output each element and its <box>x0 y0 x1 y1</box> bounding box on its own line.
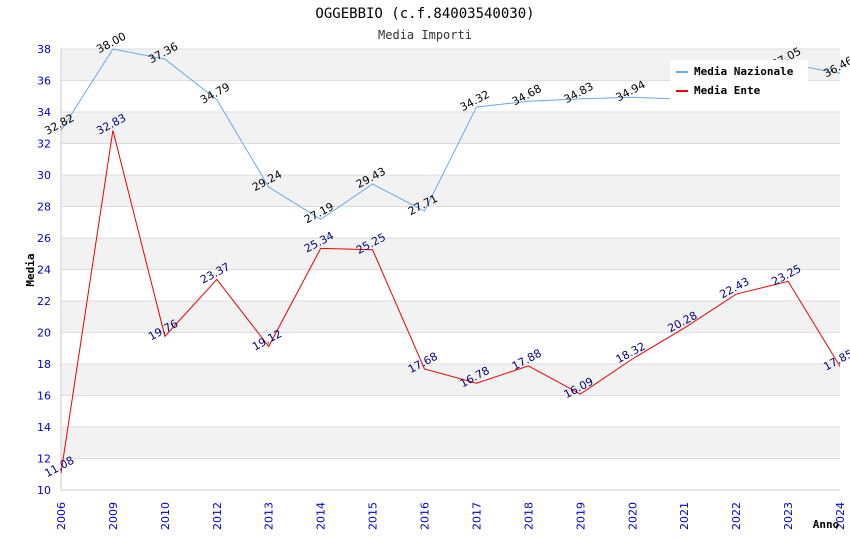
x-tick-label: 2006 <box>55 502 68 530</box>
x-axis-label: Anno <box>813 518 840 531</box>
y-axis-ticks: 10 12 14 16 18 20 22 24 26 28 30 32 34 36 38 <box>37 43 51 497</box>
y-axis-label: Media <box>24 253 37 286</box>
x-tick-label: 2020 <box>626 502 639 530</box>
x-tick-label: 2022 <box>730 502 743 530</box>
x-tick-label: 2018 <box>522 502 535 530</box>
x-tick-label: 2014 <box>315 502 328 530</box>
y-tick-label: 32 <box>37 138 51 151</box>
y-tick-label: 24 <box>37 264 51 277</box>
legend-label-nazionale: Media Nazionale <box>694 65 794 78</box>
grid-band <box>61 269 840 301</box>
x-tick-label: 2023 <box>782 502 795 530</box>
grid-band <box>61 395 840 427</box>
grid-band <box>61 238 840 270</box>
grid-band <box>61 301 840 333</box>
grid-band <box>61 175 840 207</box>
y-tick-label: 20 <box>37 327 51 340</box>
chart-title: OGGEBBIO (c.f.84003540030) <box>315 6 534 22</box>
x-axis-ticks: 2006 2009 2010 2012 2013 2014 2015 2016 2017 2018… <box>55 502 847 530</box>
legend-background <box>670 60 808 102</box>
grid-band <box>61 458 840 490</box>
y-tick-label: 12 <box>37 453 51 466</box>
series-line-ente <box>60 130 841 474</box>
y-tick-label: 26 <box>37 232 51 245</box>
grid-band <box>61 364 840 396</box>
y-tick-label: 16 <box>37 390 51 403</box>
legend: Media Nazionale Media Ente <box>670 60 808 102</box>
x-tick-label: 2021 <box>678 502 691 530</box>
x-tick-label: 2012 <box>211 502 224 530</box>
x-tick-label: 2009 <box>107 502 120 530</box>
y-tick-label: 34 <box>37 106 51 119</box>
grid-band <box>61 332 840 364</box>
x-tick-label: 2015 <box>367 502 380 530</box>
y-tick-label: 30 <box>37 169 51 182</box>
y-tick-label: 14 <box>37 421 51 434</box>
y-tick-label: 38 <box>37 43 51 56</box>
y-tick-label: 18 <box>37 358 51 371</box>
legend-label-ente: Media Ente <box>694 84 761 97</box>
grid-band <box>61 206 840 238</box>
grid-lines <box>60 48 840 491</box>
x-tick-label: 2013 <box>263 502 276 530</box>
x-tick-label: 2019 <box>574 502 587 530</box>
y-tick-label: 36 <box>37 75 51 88</box>
y-tick-label: 22 <box>37 295 51 308</box>
y-tick-label: 10 <box>37 484 51 497</box>
y-tick-label: 28 <box>37 201 51 214</box>
grid-band <box>61 112 840 144</box>
x-tick-label: 2016 <box>419 502 432 530</box>
chart-subtitle: Media Importi <box>378 28 472 42</box>
grid-band <box>61 427 840 459</box>
x-tick-label: 2010 <box>159 502 172 530</box>
x-tick-label: 2024 <box>834 502 847 530</box>
grid-bands <box>61 49 840 490</box>
x-tick-label: 2017 <box>470 502 483 530</box>
